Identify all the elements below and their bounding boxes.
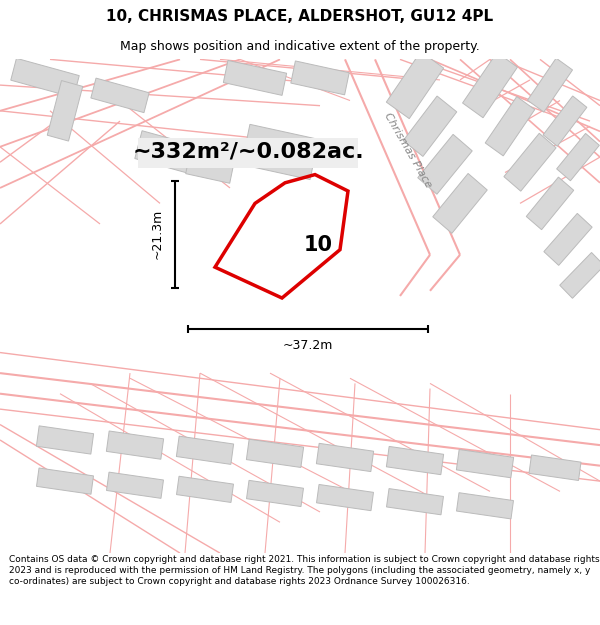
Text: 10, CHRISMAS PLACE, ALDERSHOT, GU12 4PL: 10, CHRISMAS PLACE, ALDERSHOT, GU12 4PL [106, 9, 494, 24]
Polygon shape [37, 426, 94, 454]
Polygon shape [291, 61, 349, 95]
Polygon shape [316, 443, 374, 472]
Polygon shape [247, 481, 304, 507]
Text: ~21.3m: ~21.3m [151, 209, 163, 259]
Polygon shape [557, 133, 599, 181]
Polygon shape [457, 449, 514, 478]
Polygon shape [135, 131, 195, 173]
Polygon shape [386, 446, 443, 474]
Polygon shape [247, 439, 304, 468]
Polygon shape [543, 96, 587, 146]
Polygon shape [560, 253, 600, 298]
Bar [138, 138, 358, 168]
Polygon shape [386, 489, 443, 515]
Polygon shape [223, 61, 287, 96]
Text: 10: 10 [304, 234, 332, 254]
Text: Map shows position and indicative extent of the property.: Map shows position and indicative extent… [120, 40, 480, 52]
Polygon shape [107, 472, 163, 498]
Text: Contains OS data © Crown copyright and database right 2021. This information is : Contains OS data © Crown copyright and d… [9, 554, 599, 586]
Polygon shape [317, 484, 373, 511]
Polygon shape [457, 492, 514, 519]
Text: ~37.2m: ~37.2m [283, 339, 333, 352]
Polygon shape [47, 81, 83, 141]
Polygon shape [433, 174, 487, 233]
Polygon shape [504, 133, 556, 191]
Polygon shape [485, 97, 535, 156]
Polygon shape [526, 177, 574, 230]
Polygon shape [386, 51, 443, 119]
Polygon shape [242, 124, 319, 179]
Polygon shape [91, 78, 149, 112]
Polygon shape [11, 58, 79, 98]
Polygon shape [463, 52, 517, 118]
Polygon shape [176, 436, 233, 464]
Text: Chrismas Place: Chrismas Place [382, 111, 434, 189]
Polygon shape [37, 468, 94, 494]
Polygon shape [176, 476, 233, 502]
Polygon shape [544, 213, 592, 266]
Text: ~332m²/~0.082ac.: ~332m²/~0.082ac. [132, 142, 364, 162]
Polygon shape [186, 151, 234, 183]
Polygon shape [418, 134, 472, 194]
Polygon shape [403, 96, 457, 156]
Polygon shape [106, 431, 164, 459]
Polygon shape [529, 455, 581, 481]
Polygon shape [527, 58, 572, 112]
